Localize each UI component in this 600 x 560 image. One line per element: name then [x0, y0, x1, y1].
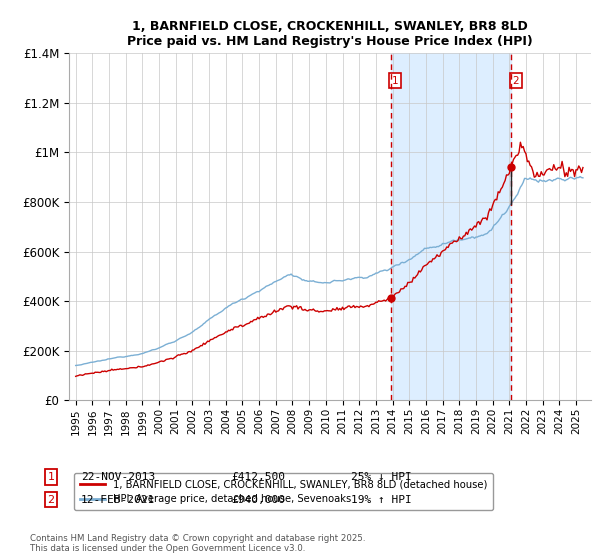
- Bar: [391, 53, 511, 400]
- Text: 1: 1: [47, 472, 55, 482]
- Text: Contains HM Land Registry data © Crown copyright and database right 2025.
This d: Contains HM Land Registry data © Crown c…: [30, 534, 365, 553]
- Text: 1: 1: [392, 76, 398, 86]
- Text: 22-NOV-2013: 22-NOV-2013: [81, 472, 155, 482]
- Text: 2: 2: [47, 494, 55, 505]
- Text: 19% ↑ HPI: 19% ↑ HPI: [351, 494, 412, 505]
- Text: 12-FEB-2021: 12-FEB-2021: [81, 494, 155, 505]
- Text: 25% ↓ HPI: 25% ↓ HPI: [351, 472, 412, 482]
- Text: £940,000: £940,000: [231, 494, 285, 505]
- Text: £412,500: £412,500: [231, 472, 285, 482]
- Legend: 1, BARNFIELD CLOSE, CROCKENHILL, SWANLEY, BR8 8LD (detached house), HPI: Average: 1, BARNFIELD CLOSE, CROCKENHILL, SWANLEY…: [74, 473, 493, 510]
- Title: 1, BARNFIELD CLOSE, CROCKENHILL, SWANLEY, BR8 8LD
Price paid vs. HM Land Registr: 1, BARNFIELD CLOSE, CROCKENHILL, SWANLEY…: [127, 20, 533, 48]
- Text: 2: 2: [512, 76, 519, 86]
